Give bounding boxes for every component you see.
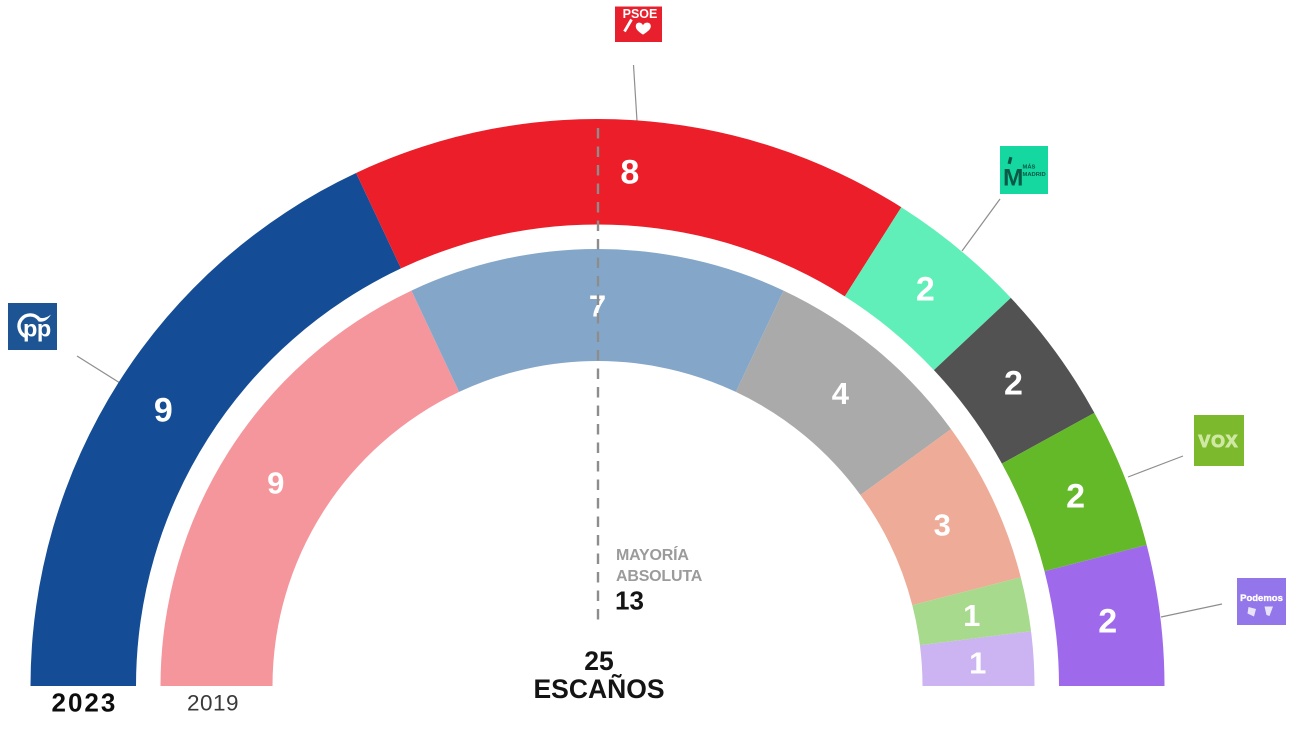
svg-text:ESCAÑOS: ESCAÑOS [533, 674, 664, 704]
svg-text:Podemos: Podemos [1240, 593, 1283, 604]
svg-text:9: 9 [267, 465, 284, 500]
svg-text:2: 2 [1004, 365, 1023, 403]
svg-text:7: 7 [589, 288, 606, 323]
svg-text:25: 25 [584, 646, 613, 676]
svg-text:VOX: VOX [1199, 431, 1239, 451]
svg-text:4: 4 [832, 376, 850, 411]
svg-text:2023: 2023 [52, 688, 118, 718]
svg-text:MAYORÍA: MAYORÍA [616, 545, 689, 564]
svg-text:13: 13 [615, 586, 644, 616]
svg-text:9: 9 [154, 391, 173, 429]
svg-text:1: 1 [969, 646, 986, 681]
svg-text:ABSOLUTA: ABSOLUTA [616, 568, 703, 585]
svg-text:pp: pp [23, 316, 51, 342]
svg-text:1: 1 [963, 598, 980, 633]
svg-text:PSOE: PSOE [623, 7, 658, 21]
svg-text:8: 8 [620, 154, 639, 192]
svg-text:2: 2 [1098, 602, 1117, 640]
svg-text:2: 2 [1066, 478, 1085, 516]
svg-text:2019: 2019 [187, 691, 239, 716]
svg-text:M: M [1003, 165, 1023, 192]
svg-text:MÁS: MÁS [1023, 164, 1036, 171]
svg-text:3: 3 [934, 507, 951, 542]
svg-text:2: 2 [916, 271, 935, 309]
svg-text:MADRID: MADRID [1023, 172, 1046, 178]
